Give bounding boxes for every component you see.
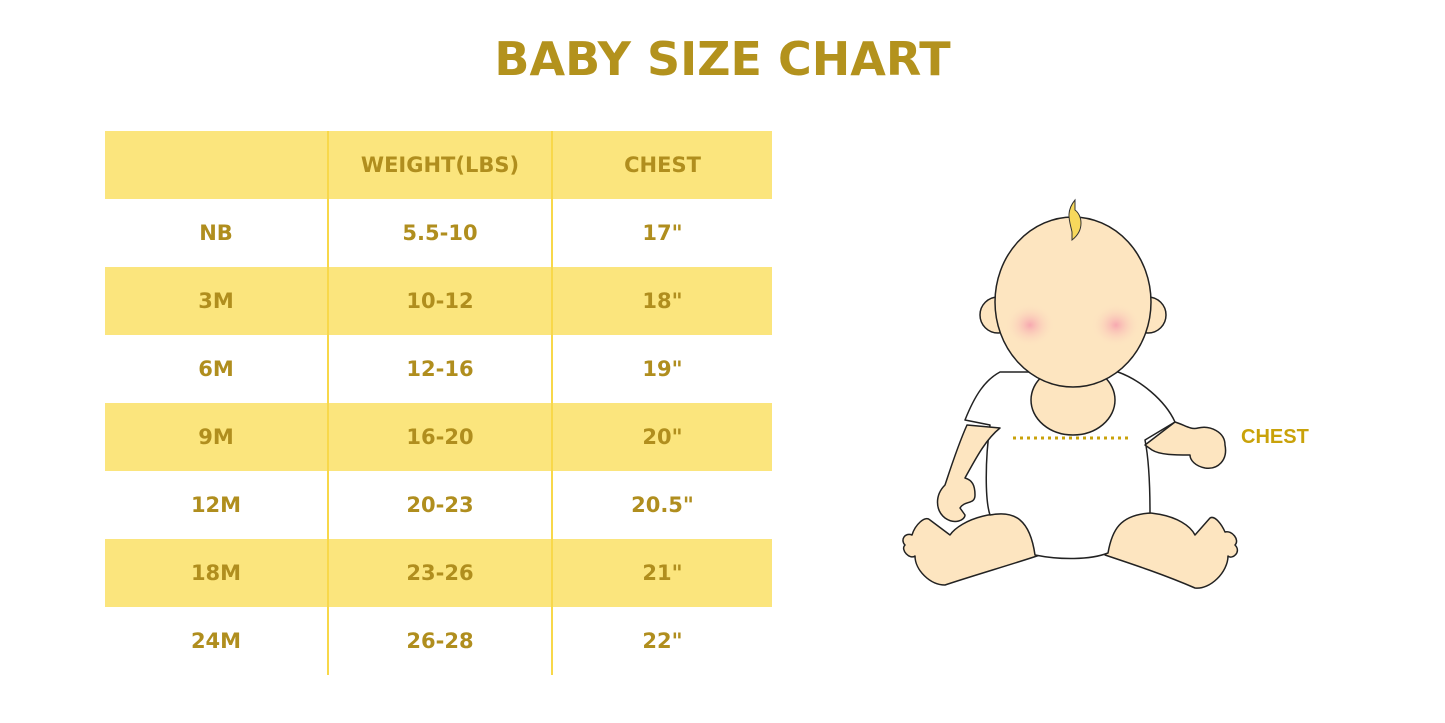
weight-cell: 26-28 xyxy=(327,607,553,675)
hair-curl xyxy=(1068,198,1082,242)
weight-cell: 10-12 xyxy=(327,267,553,335)
table-row: 12M 20-23 20.5" xyxy=(105,471,772,539)
header-cell: CHEST xyxy=(552,131,772,199)
left-leg xyxy=(902,513,1041,586)
size-cell: 9M xyxy=(105,403,328,471)
chest-cell: 17" xyxy=(642,221,683,245)
header-cell xyxy=(105,131,328,199)
size-cell: 18M xyxy=(105,539,328,607)
table-row: NB 5.5-10 17" xyxy=(105,199,772,267)
right-arm xyxy=(1144,421,1227,469)
table-header-row: WEIGHT(LBS) CHEST xyxy=(105,131,772,199)
table-row: 24M 26-28 22" xyxy=(105,607,772,675)
chest-cell: 22" xyxy=(642,629,683,653)
page-title: BABY SIZE CHART xyxy=(494,32,951,86)
weight-cell: 23-26 xyxy=(327,539,553,607)
chest-cell: 19" xyxy=(642,357,683,381)
size-table: WEIGHT(LBS) CHEST NB 5.5-10 17" 3M 10-12… xyxy=(105,131,772,675)
table-row: 9M 16-20 20" xyxy=(105,403,772,471)
chest-cell: 20.5" xyxy=(631,493,694,517)
table-row: 18M 23-26 21" xyxy=(105,539,772,607)
right-leg xyxy=(1104,512,1239,589)
size-cell: 6M xyxy=(198,357,234,381)
head xyxy=(994,216,1152,388)
size-cell: 24M xyxy=(190,629,242,653)
left-arm xyxy=(936,424,1001,523)
chest-cell: 20" xyxy=(552,403,772,471)
size-cell: NB xyxy=(199,221,233,245)
header-cell: WEIGHT(LBS) xyxy=(327,131,553,199)
chest-label: CHEST xyxy=(1241,426,1309,448)
weight-cell: 16-20 xyxy=(327,403,553,471)
weight-cell: 12-16 xyxy=(327,335,553,403)
chest-cell: 18" xyxy=(552,267,772,335)
table-row: 6M 12-16 19" xyxy=(105,335,772,403)
size-cell: 3M xyxy=(105,267,328,335)
weight-cell: 20-23 xyxy=(327,471,553,539)
cheek-right xyxy=(1091,303,1141,347)
weight-cell: 5.5-10 xyxy=(327,199,553,267)
chest-cell: 21" xyxy=(552,539,772,607)
size-cell: 12M xyxy=(190,493,242,517)
cheek-left xyxy=(1005,303,1055,347)
table-row: 3M 10-12 18" xyxy=(105,267,772,335)
